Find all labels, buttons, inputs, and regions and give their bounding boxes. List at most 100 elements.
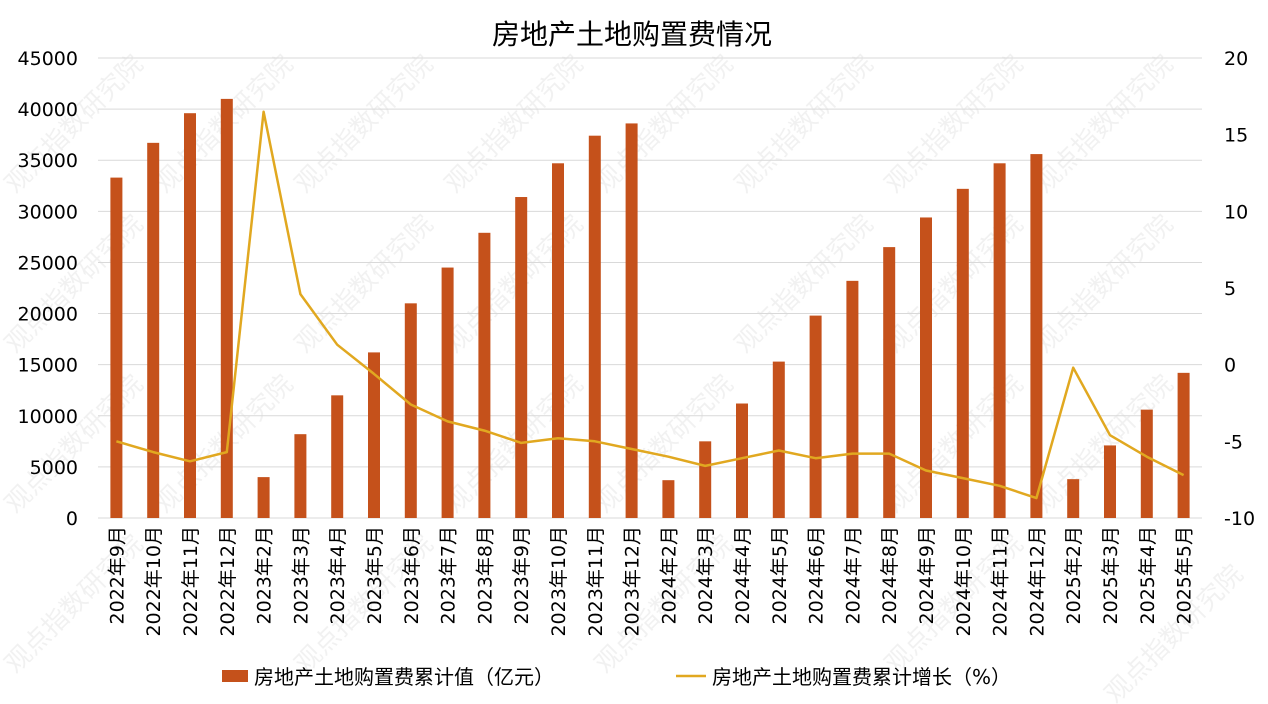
bar: [588, 135, 601, 518]
bar: [772, 361, 785, 518]
x-tick-label: 2023年11月: [585, 526, 607, 637]
x-tick-label: 2023年7月: [438, 526, 460, 624]
x-tick-label: 2023年2月: [254, 526, 276, 624]
watermark-text: 观点指数研究院: [589, 49, 739, 199]
x-tick-label: 2024年3月: [695, 526, 717, 624]
bar: [478, 232, 491, 519]
y-left-tick-label: 0: [66, 508, 78, 530]
legend: 房地产土地购置费累计值（亿元） 房地产土地购置费累计增长（%）: [222, 665, 1011, 689]
bar: [294, 434, 307, 518]
line-series: [116, 110, 1185, 500]
bar: [404, 303, 417, 518]
watermark-text: 观点指数研究院: [439, 209, 589, 359]
bar: [1140, 409, 1153, 518]
watermark-text: 观点指数研究院: [879, 369, 1029, 519]
x-tick-label: 2023年9月: [511, 526, 533, 624]
y-right-tick-label: 5: [1224, 278, 1236, 300]
y-axis-left: 0 5000 10000 15000 20000 25000 30000 35000 40000…: [18, 48, 78, 530]
y-left-tick-label: 15000: [18, 355, 78, 377]
x-tick-label: 2024年11月: [990, 526, 1012, 637]
bar: [220, 98, 233, 518]
watermark-text: 观点指数研究院: [289, 209, 439, 359]
y-right-tick-label: -10: [1224, 508, 1255, 530]
x-tick-label: 2022年12月: [217, 526, 239, 637]
watermark-text: 观点指数研究院: [0, 49, 149, 199]
x-tick-label: 2023年8月: [474, 526, 496, 624]
watermark-text: 观点指数研究院: [1029, 209, 1179, 359]
bar: [368, 352, 380, 518]
bar: [1104, 445, 1116, 518]
bar-series: [110, 98, 1190, 519]
x-tick-label: 2024年8月: [879, 526, 901, 624]
y-left-tick-label: 30000: [18, 201, 78, 223]
bar: [552, 163, 564, 519]
x-tick-label: 2024年5月: [769, 526, 791, 624]
x-tick-label: 2025年2月: [1063, 526, 1085, 624]
legend-bar-swatch: [222, 670, 248, 682]
x-tick-label: 2023年3月: [290, 526, 312, 624]
y-left-tick-label: 25000: [18, 252, 78, 274]
bar: [662, 480, 675, 518]
legend-line-label: 房地产土地购置费累计增长（%）: [712, 665, 1011, 689]
y-right-tick-label: 0: [1224, 355, 1236, 377]
x-tick-label: 2024年10月: [953, 526, 975, 637]
bar: [809, 315, 822, 518]
bar: [699, 441, 712, 518]
bar: [515, 197, 528, 518]
x-tick-label: 2024年6月: [806, 526, 828, 624]
y-right-tick-label: 15: [1224, 125, 1248, 147]
x-tick-label: 2024年4月: [732, 526, 754, 624]
watermark-text: 观点指数研究院: [879, 49, 1029, 199]
x-tick-label: 2024年7月: [842, 526, 864, 624]
growth-line: [116, 110, 1185, 500]
x-tick-label: 2022年9月: [106, 526, 128, 624]
x-tick-label: 2022年11月: [180, 526, 202, 637]
bar: [883, 247, 896, 518]
x-tick-label: 2023年10月: [548, 526, 570, 637]
y-left-tick-label: 5000: [30, 457, 78, 479]
x-tick-label: 2023年5月: [364, 526, 386, 624]
bar: [993, 163, 1006, 519]
bar: [331, 395, 344, 518]
watermark-text: 观点指数研究院: [879, 209, 1029, 359]
bar: [1030, 154, 1043, 519]
bar: [736, 403, 748, 518]
y-left-tick-label: 45000: [18, 48, 78, 70]
bar: [147, 142, 160, 518]
watermark-text: 观点指数研究院: [289, 49, 439, 199]
bar: [257, 477, 270, 518]
chart-title: 房地产土地购置费情况: [492, 18, 772, 51]
y-axis-right: -10 -5 0 5 10 15 20: [1224, 48, 1255, 530]
x-tick-label: 2023年4月: [327, 526, 349, 624]
bar: [1067, 479, 1080, 518]
bar: [846, 280, 859, 518]
y-left-tick-label: 40000: [18, 99, 78, 121]
watermark-text: 观点指数研究院: [729, 49, 879, 199]
watermark-text: 观点指数研究院: [439, 369, 589, 519]
bar: [920, 217, 932, 518]
grid-lines: [98, 57, 1202, 519]
bar: [441, 267, 454, 518]
bar: [625, 123, 638, 518]
x-axis: 2022年9月 2022年10月 2022年11月 2022年12月 2023年2月 20…: [106, 526, 1195, 637]
x-tick-label: 2023年6月: [401, 526, 423, 624]
x-tick-label: 2024年2月: [658, 526, 680, 624]
x-tick-label: 2025年4月: [1137, 526, 1159, 624]
x-tick-label: 2025年5月: [1174, 526, 1196, 624]
bar: [956, 188, 969, 518]
watermark-text: 观点指数研究院: [0, 209, 149, 359]
y-right-tick-label: 20: [1224, 48, 1248, 70]
y-right-tick-label: -5: [1224, 431, 1243, 453]
bar: [110, 177, 123, 518]
x-tick-label: 2025年3月: [1100, 526, 1122, 624]
watermark-text: 观点指数研究院: [1029, 49, 1179, 199]
bar: [184, 113, 196, 518]
x-tick-label: 2022年10月: [143, 526, 165, 637]
x-tick-label: 2024年9月: [916, 526, 938, 624]
y-left-tick-label: 20000: [18, 304, 78, 326]
watermark-text: 观点指数研究院: [439, 49, 589, 199]
y-left-tick-label: 35000: [18, 150, 78, 172]
legend-bar-label: 房地产土地购置费累计值（亿元）: [254, 665, 554, 689]
y-right-tick-label: 10: [1224, 201, 1248, 223]
